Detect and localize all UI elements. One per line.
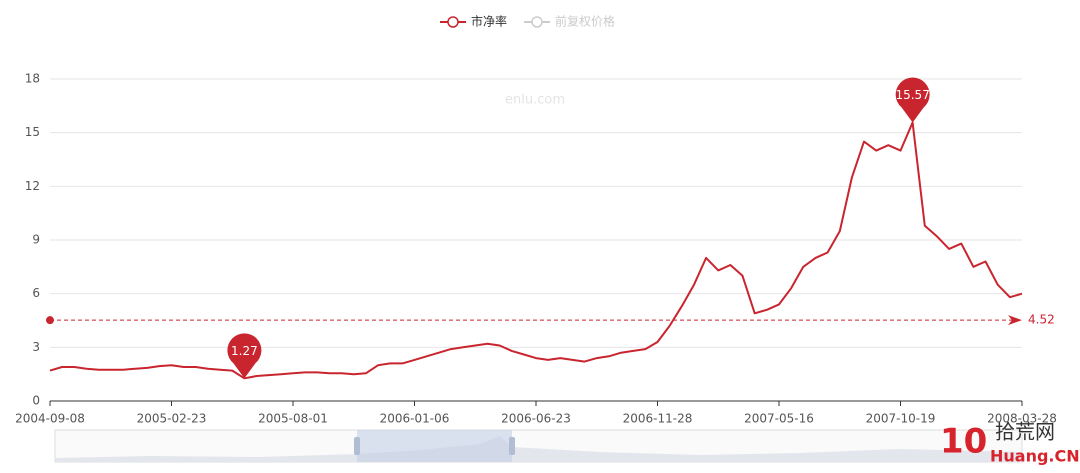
y-tick-label: 18 <box>25 72 40 86</box>
x-tick-label: 2005-08-01 <box>258 412 328 426</box>
mark-pin-label: 15.57 <box>895 88 929 102</box>
x-tick-label: 2008-03-28 <box>987 412 1057 426</box>
x-tick-label: 2007-05-16 <box>744 412 814 426</box>
y-tick-label: 3 <box>32 340 40 354</box>
y-tick-label: 15 <box>25 125 40 139</box>
x-tick-label: 2006-11-28 <box>623 412 693 426</box>
x-tick-label: 2007-10-19 <box>866 412 936 426</box>
watermark: enlu.com <box>505 93 565 108</box>
x-tick-label: 2006-06-23 <box>501 412 571 426</box>
mark-pin <box>895 77 930 123</box>
legend-label: 市净率 <box>471 14 507 29</box>
site-logo: 10 拾荒网 Huang.CN <box>940 420 1080 466</box>
logo-domain: Huang.CN <box>990 447 1080 466</box>
mark-line-arrow <box>1008 315 1022 326</box>
legend-symbol <box>531 16 543 28</box>
mark-line-label: 4.52 <box>1028 313 1055 327</box>
legend-label: 前复权价格 <box>555 14 615 29</box>
mark-pin-label: 1.27 <box>231 344 258 358</box>
mark-pin <box>227 333 262 379</box>
y-tick-label: 0 <box>32 394 40 408</box>
x-tick-label: 2006-01-06 <box>380 412 450 426</box>
zoom-handle[interactable] <box>354 437 360 455</box>
logo-text: 拾荒网 <box>995 420 1055 444</box>
x-tick-label: 2005-02-23 <box>137 412 207 426</box>
x-tick-label: 2004-09-08 <box>15 412 85 426</box>
mark-line-start <box>46 316 54 325</box>
y-tick-label: 12 <box>25 179 40 193</box>
legend-symbol <box>447 16 459 28</box>
zoom-handle[interactable] <box>509 437 515 455</box>
zoom-window[interactable] <box>357 430 512 462</box>
y-tick-label: 9 <box>32 233 40 247</box>
y-tick-label: 6 <box>32 286 40 300</box>
data-zoom[interactable] <box>54 429 1023 463</box>
legend-item[interactable]: 前复权价格 <box>524 14 615 29</box>
logo-mark: 10 <box>940 422 987 462</box>
zoom-preview <box>55 436 1022 462</box>
series-line <box>49 121 1023 380</box>
legend-item[interactable]: 市净率 <box>440 14 507 29</box>
